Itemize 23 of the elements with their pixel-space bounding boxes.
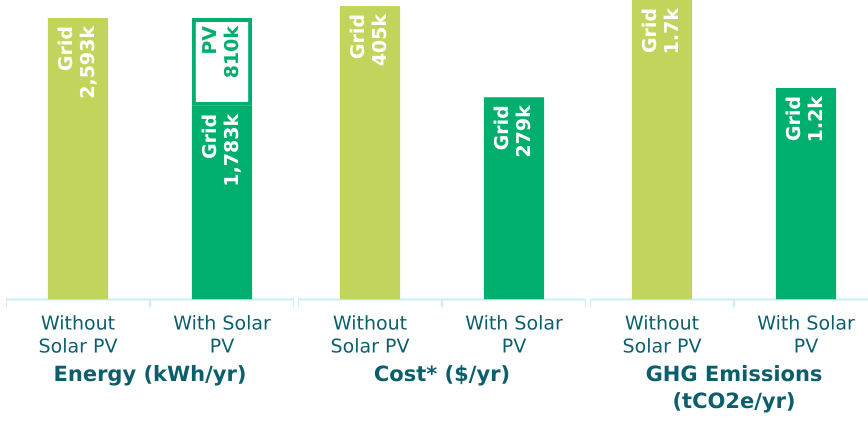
series-label: Grid [638, 8, 661, 54]
text: Energy (kWh/yr) [52, 361, 248, 388]
series-label: Grid [54, 26, 77, 72]
series-label: Grid [346, 14, 369, 60]
x-tick-label: Without Solar PV [330, 312, 410, 358]
data-label: 279k [512, 104, 535, 158]
data-label: 2,593k [76, 26, 99, 99]
x-tick-label: Without Solar PV [38, 312, 118, 358]
data-label: 1.2k [804, 96, 827, 142]
text: Grid [782, 96, 805, 142]
x-tick-label: With Solar PV [173, 312, 271, 358]
text: Grid [490, 105, 513, 150]
text: Cost* ($/yr) [372, 361, 512, 388]
data-label: 1,783k [220, 114, 243, 187]
series-label: PV [198, 26, 221, 55]
text: GHG Emissions (tCO2e/yr) [644, 361, 824, 416]
x-tick-label: With Solar PV [757, 312, 855, 358]
data-label: 405k [368, 14, 391, 66]
text: Grid [198, 114, 221, 159]
data-label: 1.7k [660, 8, 683, 54]
data-label: 810k [220, 26, 243, 78]
x-tick-label: Without Solar PV [622, 312, 702, 358]
x-tick-label: With Solar PV [465, 312, 563, 358]
